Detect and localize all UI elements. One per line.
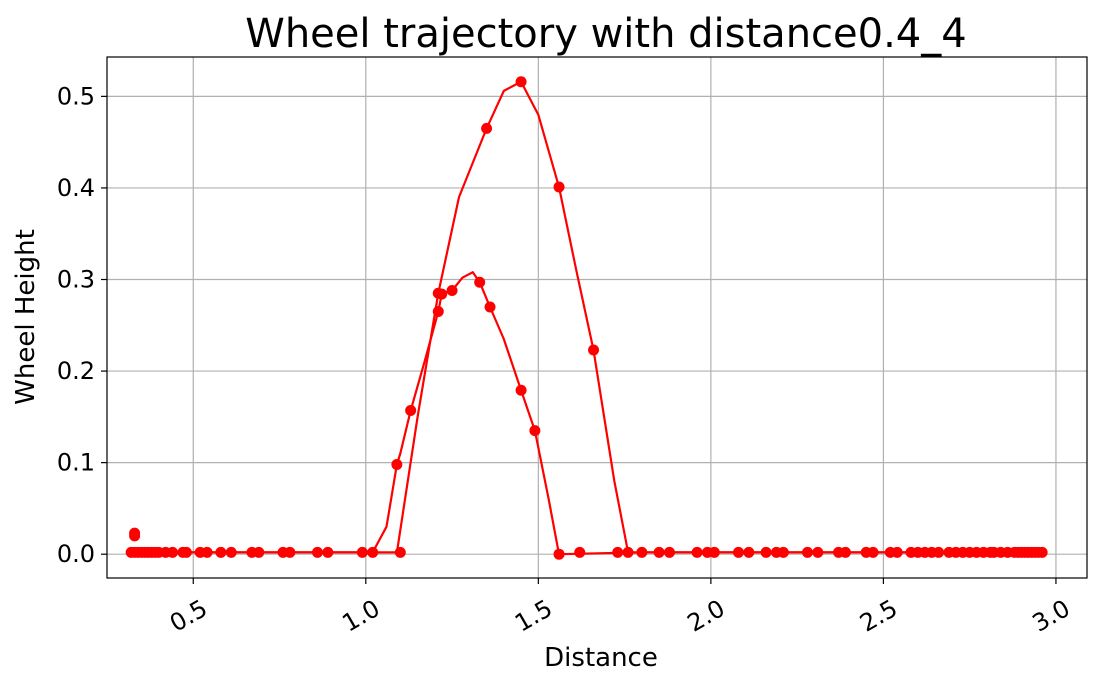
data-point <box>446 284 458 296</box>
data-point <box>760 546 772 558</box>
data-point <box>777 546 789 558</box>
y-tick-label: 0.0 <box>57 540 95 568</box>
data-point <box>743 546 755 558</box>
data-point <box>481 122 493 134</box>
data-point <box>215 546 227 558</box>
y-axis-label: Wheel Height <box>11 229 41 405</box>
plot-frame <box>106 56 1088 579</box>
data-point <box>311 546 323 558</box>
data-point <box>253 546 265 558</box>
data-point <box>322 546 334 558</box>
data-point <box>225 546 237 558</box>
data-point <box>663 546 675 558</box>
chart-title: Wheel trajectory with distance0.4_4 <box>245 11 966 57</box>
data-point <box>367 546 379 558</box>
data-point <box>839 546 851 558</box>
x-axis-label: Distance <box>544 643 658 673</box>
data-point <box>391 458 403 470</box>
data-point <box>801 546 813 558</box>
data-point <box>691 546 703 558</box>
data-point <box>515 76 527 88</box>
data-point <box>515 384 527 396</box>
y-tick-label: 0.5 <box>57 82 95 110</box>
data-point <box>636 546 648 558</box>
data-point <box>529 425 541 437</box>
y-tick-label: 0.4 <box>57 174 95 202</box>
data-point <box>484 301 496 313</box>
data-point <box>933 546 945 558</box>
data-point <box>474 276 486 288</box>
data-point <box>180 546 192 558</box>
y-tick-label: 0.1 <box>57 449 95 477</box>
data-point <box>201 546 213 558</box>
data-point <box>891 546 903 558</box>
data-point <box>356 546 368 558</box>
data-point <box>588 344 600 356</box>
data-point <box>394 546 406 558</box>
data-point <box>867 546 879 558</box>
data-point <box>1036 546 1048 558</box>
data-point <box>167 546 179 558</box>
data-point <box>432 287 444 299</box>
series-markers <box>125 76 1048 560</box>
y-tick-label: 0.3 <box>57 266 95 294</box>
data-point <box>612 546 624 558</box>
data-point <box>432 306 444 318</box>
data-point <box>284 546 296 558</box>
data-point <box>622 546 634 558</box>
data-point <box>405 404 417 416</box>
data-point <box>553 181 565 193</box>
data-point <box>574 546 586 558</box>
data-point <box>812 546 824 558</box>
data-point <box>653 546 665 558</box>
data-point <box>732 546 744 558</box>
data-point <box>708 546 720 558</box>
data-point <box>553 548 565 560</box>
data-point <box>129 527 141 539</box>
y-tick-label: 0.2 <box>57 357 95 385</box>
